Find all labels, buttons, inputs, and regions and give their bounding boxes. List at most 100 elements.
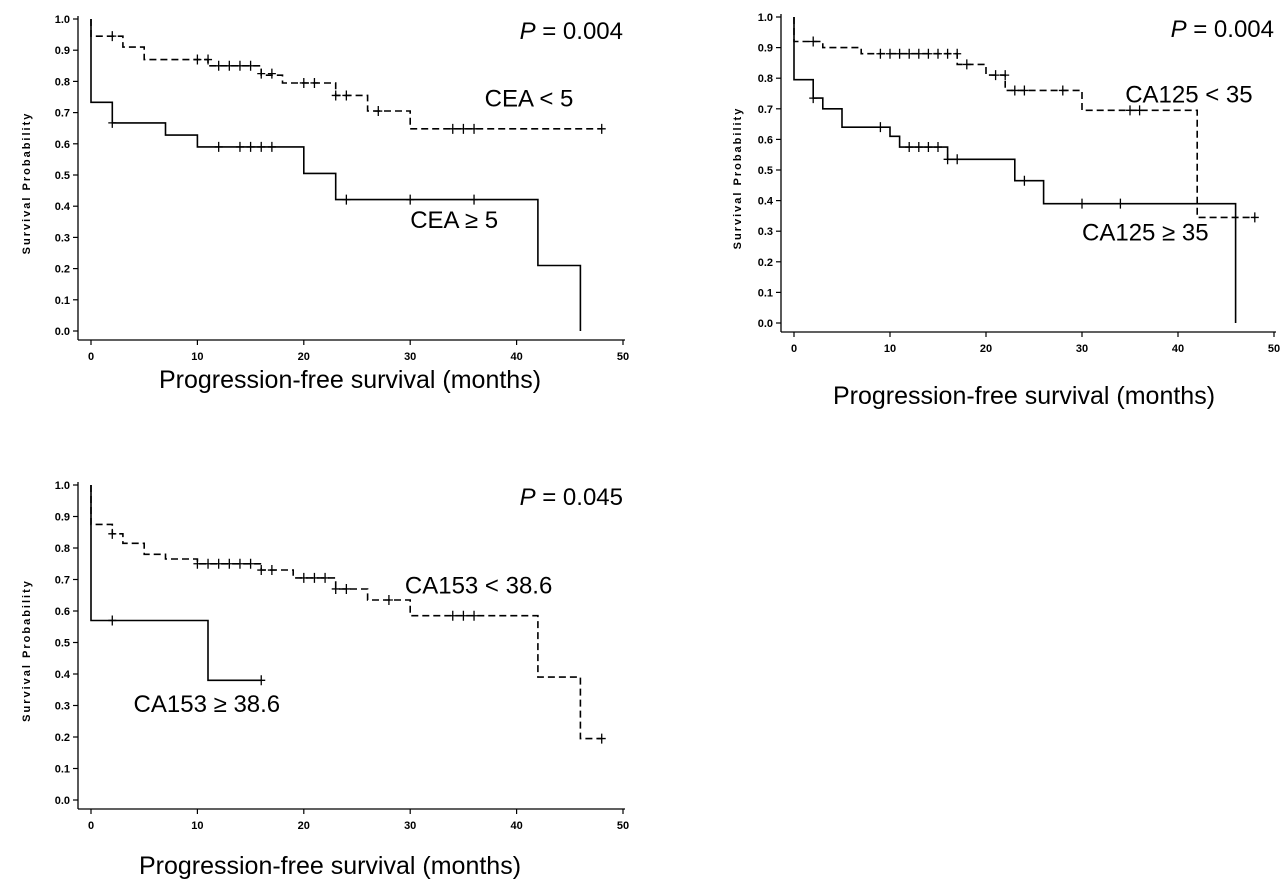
censor-mark (246, 141, 255, 152)
censor-mark (1135, 105, 1144, 116)
censor-mark (962, 59, 971, 70)
censor-mark (470, 610, 479, 621)
y-tick-label: 0.0 (758, 318, 773, 330)
y-tick-label: 0.5 (55, 638, 70, 650)
censor-mark (895, 48, 904, 59)
y-tick-label: 0.0 (55, 326, 70, 338)
censor-mark (1116, 198, 1125, 209)
y-tick-label: 1.0 (758, 12, 773, 24)
x-axis-title: Progression-free survival (months) (139, 852, 521, 880)
censor-mark (246, 60, 255, 71)
censor-mark (934, 48, 942, 59)
series-line-solid (90, 19, 582, 331)
y-axis-title: Survival Probability (21, 112, 33, 255)
censor-mark (321, 572, 330, 583)
censor-mark (193, 558, 202, 569)
censor-mark (1058, 85, 1067, 96)
censor-mark (331, 583, 340, 594)
censor-mark (225, 60, 234, 71)
censor-mark (448, 123, 457, 134)
series-label: CA125 ≥ 35 (1082, 219, 1209, 246)
censor-mark (470, 123, 479, 134)
x-tick-label: 10 (191, 351, 203, 363)
censor-mark (459, 610, 468, 621)
y-tick-label: 0.3 (55, 232, 70, 244)
series-line-solid (90, 485, 262, 682)
censor-mark (214, 558, 223, 569)
y-tick-label: 0.5 (55, 170, 70, 182)
y-tick-label: 1.0 (55, 480, 70, 492)
censor-mark (934, 142, 942, 153)
censor-mark (905, 48, 914, 59)
y-tick-label: 0.7 (55, 575, 70, 587)
x-tick-label: 20 (980, 343, 992, 355)
p-value: P = 0.045 (520, 484, 623, 511)
x-tick-label: 30 (404, 351, 416, 363)
censor-mark (809, 36, 818, 47)
y-tick-label: 0.7 (758, 104, 773, 116)
x-tick-label: 40 (1172, 343, 1184, 355)
y-tick-label: 0.5 (758, 165, 773, 177)
p-value-text: = 0.004 (536, 18, 623, 45)
p-value-symbol: P (520, 18, 536, 45)
censor-mark (204, 54, 213, 65)
x-tick-label: 10 (191, 820, 203, 832)
censor-mark (1010, 85, 1019, 96)
censor-mark (257, 141, 266, 152)
censor-mark (299, 572, 308, 583)
y-tick-label: 1.0 (55, 14, 70, 26)
p-value-text: = 0.045 (536, 484, 623, 511)
y-tick-label: 0.6 (55, 139, 70, 151)
censor-mark (310, 77, 319, 88)
censor-mark (108, 615, 117, 626)
p-value-symbol: P (520, 484, 536, 511)
x-axis-title: Progression-free survival (months) (159, 366, 541, 394)
censor-mark (924, 142, 933, 153)
series-label: CA153 ≥ 38.6 (134, 691, 281, 718)
censor-mark (943, 154, 952, 165)
censor-mark (310, 572, 319, 583)
censor-mark (1078, 198, 1086, 209)
censor-mark (876, 48, 885, 59)
censor-mark (257, 68, 266, 79)
censor-mark (235, 141, 244, 152)
censor-mark (1001, 70, 1010, 81)
censor-mark (108, 528, 117, 539)
censor-mark (924, 48, 933, 59)
censor-mark (876, 122, 885, 133)
censor-mark (331, 90, 340, 101)
censor-mark (214, 141, 223, 152)
censor-mark (991, 70, 1000, 81)
x-tick-label: 50 (1268, 343, 1280, 355)
x-tick-label: 40 (510, 820, 522, 832)
x-tick-label: 50 (617, 820, 629, 832)
p-value-symbol: P (1171, 16, 1187, 43)
censor-mark (204, 558, 213, 569)
censor-mark (809, 93, 818, 104)
y-tick-label: 0.3 (55, 701, 70, 713)
y-tick-label: 0.9 (758, 43, 773, 55)
y-tick-label: 0.4 (758, 196, 774, 208)
censor-mark (1020, 175, 1029, 186)
censor-mark (342, 194, 351, 205)
y-tick-label: 0.8 (55, 543, 70, 555)
y-tick-label: 0.9 (55, 512, 70, 524)
series-label: CA153 < 38.6 (405, 573, 552, 600)
y-tick-label: 0.1 (55, 295, 70, 307)
censor-mark (470, 194, 479, 205)
x-tick-label: 30 (1076, 343, 1088, 355)
censor-mark (193, 54, 202, 65)
series-line-solid (793, 17, 1237, 323)
ca125-survival-chart: 0.0 0.1 0.2 0.3 0.4 0.5 0.6 0.7 0.8 0.9 1.0 0 10 20 30… (732, 12, 1280, 410)
censor-mark (267, 141, 276, 152)
censor-mark (257, 565, 266, 576)
y-tick-label: 0.4 (55, 669, 71, 681)
censor-mark (235, 558, 244, 569)
y-tick-label: 0.2 (758, 257, 773, 269)
censor-mark (448, 610, 457, 621)
censor-mark (342, 90, 351, 101)
censor-mark (459, 123, 468, 134)
censor-mark (886, 48, 894, 59)
censor-mark (342, 583, 351, 594)
